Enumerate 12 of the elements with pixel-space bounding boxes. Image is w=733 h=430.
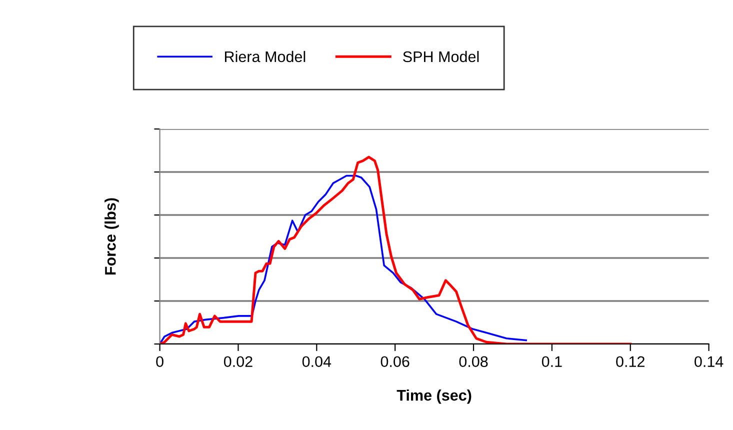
legend-label: SPH Model (403, 50, 479, 62)
x-tick-label: 0 (156, 356, 164, 368)
y-axis-title: Force (lbs) (104, 198, 119, 275)
x-tick-label: 0.06 (380, 356, 410, 368)
x-tick-label: 0.1 (542, 356, 562, 368)
x-tick-label: 0.14 (694, 356, 724, 368)
x-tick-label: 0.08 (459, 356, 488, 368)
x-tick-label: 0.12 (616, 356, 644, 368)
x-tick-label: 0.02 (224, 356, 252, 368)
x-tick-label: 0.04 (302, 356, 332, 368)
legend-label: Riera Model (225, 50, 306, 62)
x-axis-title: Time (sec) (396, 389, 472, 404)
